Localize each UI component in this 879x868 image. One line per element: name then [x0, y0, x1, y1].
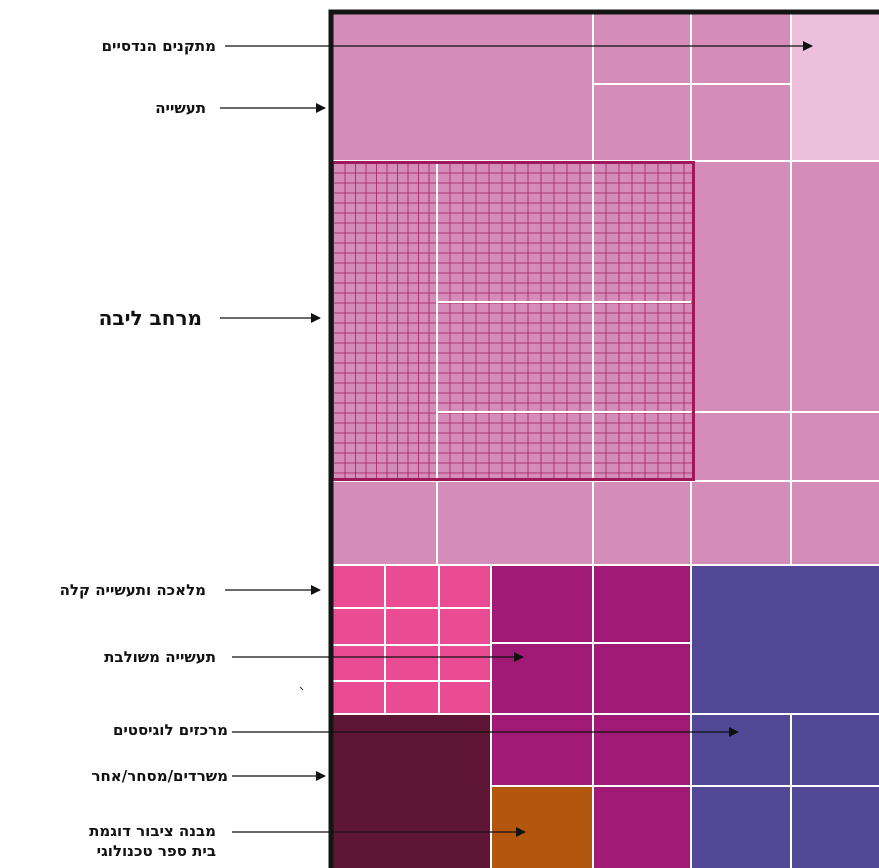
stray-mark [299, 686, 304, 691]
label-light-industry: מלאכה ותעשייה קלה [59, 581, 206, 599]
logistics-block [691, 565, 879, 868]
label-engineering-facilities: מתקנים הנדסיים [101, 37, 216, 55]
label-public-building: מבנה ציבור דוגמת בית ספר טכנולוגי [89, 821, 216, 861]
lower-grid-lines [331, 564, 879, 868]
label-offices: משרדים/מסחר/אחר [91, 767, 228, 785]
label-public-building-line1: מבנה ציבור דוגמת [89, 822, 216, 840]
core-area-grid [333, 163, 692, 479]
public-building-block [491, 786, 593, 868]
label-mixed-industry: תעשייה משולבת [104, 648, 216, 666]
label-logistics: מרכזים לוגיסטים [112, 721, 228, 739]
offices-commerce-block [331, 714, 491, 868]
leader-arrows [220, 41, 813, 837]
label-public-building-line2: בית ספר טכנולוגי [96, 842, 216, 860]
core-area-white-lines [436, 163, 691, 479]
engineering-facilities-block [791, 12, 879, 161]
site-boundary [328, 9, 879, 868]
label-core-area: מרחב ליבה [98, 306, 202, 330]
label-industry: תעשייה [155, 99, 206, 117]
light-industry-block [331, 565, 491, 714]
